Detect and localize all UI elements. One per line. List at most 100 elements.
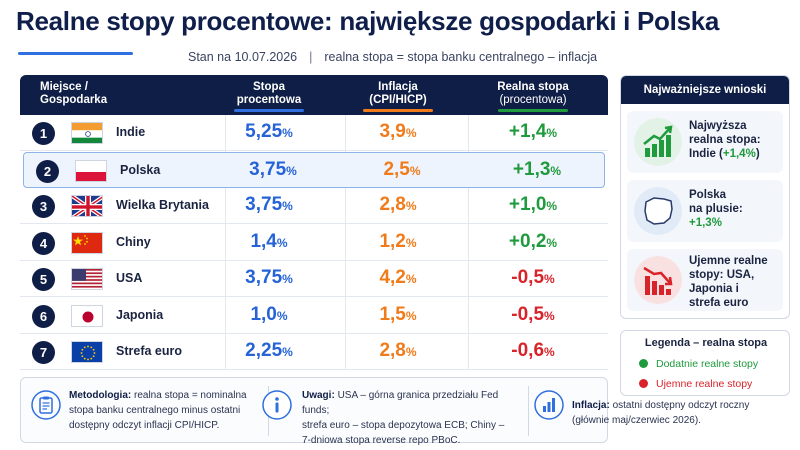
insight-highest-line1: Najwyższa	[689, 120, 747, 132]
col-place-line2: Gospodarka	[40, 94, 108, 106]
remarks-text1: USA – górna granica przedziału Fed funds…	[302, 390, 499, 416]
insight-poland-line2: na plusie:	[689, 203, 743, 215]
insight-poland-line1: Polska	[689, 189, 727, 201]
table-row: 2 Polska 3,75% 2,5% +1,3%	[23, 151, 605, 188]
table-row: 1 Indie 5,25% 3,9% +1,4%	[20, 115, 608, 151]
remarks-label: Uwagi:	[302, 390, 335, 401]
col-inflation: Inflacja (CPI/HICP)	[338, 81, 458, 112]
green-dot-icon	[639, 359, 648, 368]
insight-card-poland: Polska na plusie: +1,3%	[627, 180, 783, 242]
key-insights-panel: Najważniejsze wnioski Najwyższa realna s…	[620, 75, 790, 319]
bar-chart-icon	[534, 390, 564, 420]
eu-flag-icon	[71, 341, 103, 363]
inflation-value: 4,2%	[379, 267, 417, 288]
interest-rate-value: 3,75%	[245, 267, 293, 288]
col-rate-underline	[234, 109, 304, 112]
real-rate-value: +1,0%	[508, 194, 558, 215]
insight-negative-line1: Ujemne realne	[689, 255, 768, 267]
rank-badge: 1	[32, 122, 55, 145]
legend-negative: Ujemne realne stopy	[639, 378, 752, 390]
insight-card-highest: Najwyższa realna stopa: Indie (+1,4%)	[627, 111, 783, 173]
remarks-line3: 7-dniowa stopa reverse repo PBoC.	[302, 435, 461, 446]
interest-rate-value: 5,25%	[245, 121, 293, 142]
inflation-value: 1,5%	[379, 303, 417, 325]
country-name: Wielka Brytania	[116, 198, 209, 212]
col-rate: Stopa procentowa	[210, 81, 328, 112]
real-rate-value: -0,5%	[511, 267, 555, 288]
remarks-line1: Uwagi: USA – górna granica przedziału Fe…	[302, 388, 522, 418]
uk-flag-icon	[71, 195, 103, 217]
rank-badge: 3	[32, 195, 55, 218]
rank-badge: 6	[32, 304, 55, 328]
legend-positive-label: Dodatnie realne stopy	[656, 358, 759, 370]
table-row: 7 Strefa euro 2,25% 2,8% -0,6%	[20, 334, 608, 370]
methodology-note: Metodologia: realna stopa = nominalna st…	[69, 388, 269, 433]
inflation-value: 1,2%	[379, 230, 417, 252]
column-divider	[225, 115, 226, 370]
page-title: Realne stopy procentowe: największe gosp…	[16, 6, 720, 36]
poland-map-icon	[634, 187, 682, 235]
definition-label: realna stopa = stopa banku centralnego –…	[324, 50, 598, 64]
methodology-text1: realna stopa = nominalna	[134, 390, 247, 401]
remarks-line2: strefa euro – stopa depozytowa ECB; Chin…	[302, 420, 505, 431]
remarks-note: Uwagi: USA – górna granica przedziału Fe…	[302, 388, 522, 448]
col-real: Realna stopa (procentowa)	[468, 81, 598, 112]
col-inflation-line2: (CPI/HICP)	[369, 94, 427, 106]
col-real-line2: (procentowa)	[499, 94, 567, 106]
insight-highest-line2: realna stopa:	[689, 134, 761, 146]
country-name: Japonia	[116, 307, 164, 322]
methodology-line2: stopa banku centralnego minus ostatni	[69, 405, 241, 416]
table-header: Miejsce / Gospodarka Stopa procentowa In…	[20, 75, 608, 115]
rank-badge: 5	[32, 268, 55, 291]
clipboard-icon	[31, 390, 61, 420]
footer-divider	[528, 386, 529, 436]
country-name: Chiny	[116, 234, 151, 249]
interest-rate-value: 3,75%	[245, 194, 293, 215]
rank-badge: 7	[32, 341, 55, 364]
title-underline	[18, 52, 133, 55]
key-insights-title: Najważniejsze wnioski	[621, 76, 789, 104]
methodology-line3: dostępny odczyt inflacji CPI/HICP.	[69, 420, 220, 431]
col-real-line1: Realna stopa	[497, 81, 569, 93]
rank-badge: 4	[32, 231, 55, 255]
subtitle: Stan na 10.07.2026 | realna stopa = stopa …	[188, 50, 597, 64]
insight-negative-line2: stopy: USA,	[689, 269, 755, 281]
interest-rate-value: 1,0%	[250, 303, 288, 325]
table-row: 3 Wielka Brytania 3,75% 2,8% +1,0%	[20, 188, 608, 224]
column-divider	[345, 115, 346, 370]
inflation-note-text1: ostatni dostępny odczyt roczny	[612, 400, 750, 411]
separator: |	[309, 50, 313, 64]
country-name: Polska	[120, 162, 161, 177]
japan-flag-icon	[71, 304, 103, 327]
legend-negative-label: Ujemne realne stopy	[656, 378, 753, 390]
usa-flag-icon	[71, 268, 103, 290]
rising-bars-icon	[634, 118, 682, 166]
country-name: Indie	[116, 125, 146, 139]
column-divider	[468, 115, 469, 370]
insight-highest-line3: Indie (+1,4%)	[689, 147, 781, 161]
country-name: Strefa euro	[116, 344, 182, 358]
insight-negative-text: Ujemne realne stopy: USA, Japonia i stre…	[689, 254, 781, 310]
insight-highest-paren: )	[755, 148, 760, 160]
interest-rate-value: 1,4%	[250, 230, 288, 252]
inflation-value: 2,8%	[379, 340, 417, 361]
country-name: USA	[116, 271, 143, 285]
table-row: 4 Chiny 1,4% 1,2% +0,2%	[20, 225, 608, 261]
insight-negative-line3: Japonia i	[689, 283, 739, 295]
china-flag-icon	[71, 231, 103, 254]
insight-highest-text: Najwyższa realna stopa: Indie (+1,4%)	[689, 119, 781, 161]
col-inflation-underline	[363, 109, 433, 112]
date-label: Stan na 10.07.2026	[188, 50, 298, 64]
insight-highest-value: +1,4%	[722, 148, 756, 160]
col-inflation-line1: Inflacja	[378, 81, 418, 93]
inflation-note-line1: Inflacja: ostatni dostępny odczyt roczny	[572, 398, 792, 413]
legend: Legenda – realna stopa Dodatnie realne s…	[620, 330, 790, 396]
footer-notes: Metodologia: realna stopa = nominalna st…	[20, 377, 608, 446]
col-place: Miejsce / Gospodarka	[40, 81, 160, 107]
info-icon	[262, 390, 292, 420]
inflation-value: 3,9%	[379, 121, 417, 142]
real-rate-value: -0,5%	[511, 303, 555, 325]
col-place-line1: Miejsce /	[40, 81, 88, 93]
interest-rate-value: 3,75%	[249, 158, 297, 180]
inflation-value: 2,8%	[379, 194, 417, 215]
